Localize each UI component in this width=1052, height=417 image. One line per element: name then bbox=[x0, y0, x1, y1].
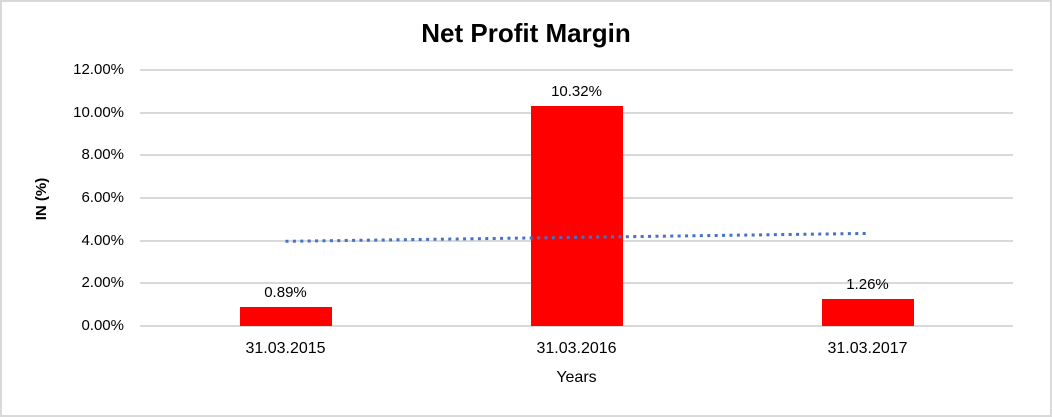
y-tick-label: 12.00% bbox=[73, 61, 124, 78]
y-tick-label: 10.00% bbox=[73, 103, 124, 121]
y-tick-label: 6.00% bbox=[81, 189, 124, 206]
bar bbox=[530, 105, 623, 326]
y-tick-label: 4.00% bbox=[81, 231, 124, 249]
x-axis-title: Years bbox=[556, 369, 597, 386]
gridline bbox=[140, 325, 1013, 327]
bar-value-label: 10.32% bbox=[551, 82, 602, 100]
y-tick-label: 8.00% bbox=[81, 146, 124, 164]
trendline bbox=[285, 231, 868, 243]
plot-area: 0.89% 10.32% 1.26% bbox=[140, 69, 1013, 327]
bar bbox=[239, 307, 332, 326]
bar-value-label: 0.89% bbox=[264, 284, 307, 301]
category-label: 31.03.2015 bbox=[245, 340, 326, 357]
y-tick-label: 0.00% bbox=[81, 317, 124, 334]
y-tick-label: 2.00% bbox=[81, 274, 124, 292]
gridline bbox=[140, 69, 1013, 71]
bar bbox=[821, 299, 914, 326]
category-label: 31.03.2017 bbox=[827, 340, 908, 357]
bar-value-label: 1.26% bbox=[846, 276, 889, 294]
chart-title: Net Profit Margin bbox=[421, 18, 631, 48]
y-axis-title: IN (%) bbox=[33, 177, 50, 221]
category-label: 31.03.2016 bbox=[536, 340, 617, 357]
